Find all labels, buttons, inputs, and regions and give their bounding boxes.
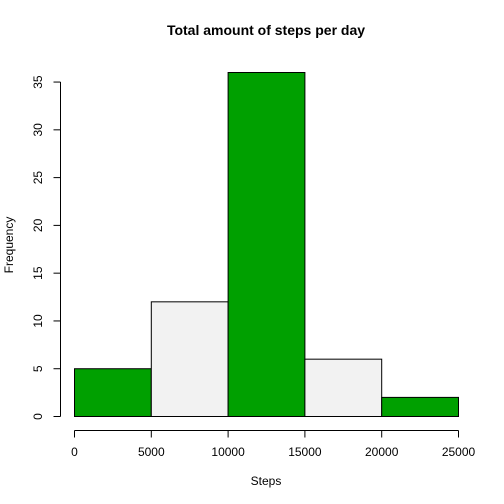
x-tick-label: 25000 xyxy=(442,445,476,459)
histogram-bar xyxy=(227,72,306,417)
x-tick-label: 15000 xyxy=(288,445,322,459)
y-tick-label: 25 xyxy=(31,171,45,185)
y-axis-label: Frequency xyxy=(2,217,16,274)
x-tick-label: 10000 xyxy=(211,445,245,459)
y-tick-label: 10 xyxy=(31,314,45,328)
x-tick-label: 0 xyxy=(71,445,78,459)
y-tick-label: 5 xyxy=(31,365,45,372)
bars-group xyxy=(74,72,460,418)
x-axis: 0 5000 10000 15000 20000 25000 xyxy=(71,430,476,459)
x-tick-label: 5000 xyxy=(138,445,165,459)
y-tick-label: 20 xyxy=(31,218,45,232)
y-tick-label: 15 xyxy=(31,266,45,280)
histogram-bar xyxy=(150,301,229,418)
histogram-bar xyxy=(304,358,383,417)
y-tick-label: 0 xyxy=(31,413,45,420)
histogram-bar xyxy=(74,368,152,418)
y-tick-label: 35 xyxy=(31,75,45,89)
x-axis-label: Steps xyxy=(251,474,282,488)
y-axis: 0 5 10 15 20 25 30 35 xyxy=(31,75,61,420)
x-tick-label: 20000 xyxy=(365,445,399,459)
y-tick-label: 30 xyxy=(31,123,45,137)
chart-title: Total amount of steps per day xyxy=(167,22,365,38)
histogram-bar xyxy=(381,396,460,417)
